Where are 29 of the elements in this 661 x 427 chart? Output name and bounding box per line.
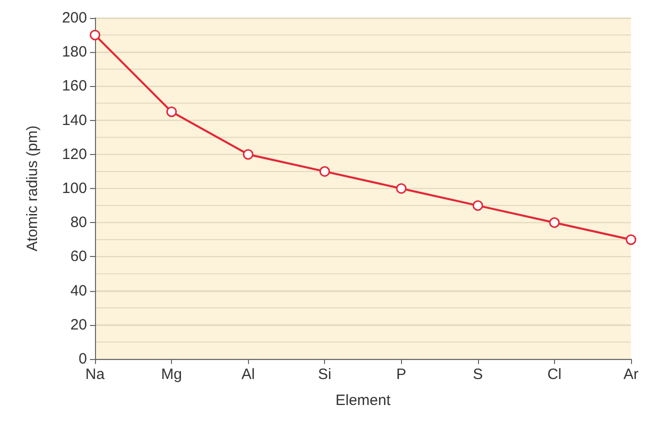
y-tick-label: 80 [70, 214, 87, 232]
x-tick-label: Na [85, 366, 106, 383]
x-tick-label: Al [241, 366, 255, 383]
y-tick-label: 100 [62, 180, 87, 197]
y-tick-label: 0 [78, 350, 87, 368]
x-tick-label: Ar [624, 366, 639, 383]
x-tick-label: Cl [547, 366, 562, 383]
x-tick-label: Si [318, 366, 332, 383]
point [319, 166, 330, 177]
point [472, 200, 484, 211]
x-tick-label: Mg [161, 366, 182, 383]
y-tick-label: 160 [62, 78, 87, 95]
y-axis-title: Atomic radius (pm) [24, 126, 41, 252]
point [242, 149, 254, 160]
y-tick-label: 200 [62, 10, 87, 26]
y-tick-label: 20 [70, 316, 87, 334]
y-tick-label: 60 [70, 248, 87, 266]
point [166, 106, 177, 118]
y-tick-label: 120 [62, 146, 87, 163]
point [396, 183, 407, 194]
x-axis-title: Element [335, 392, 392, 409]
y-tick-label: 40 [70, 282, 87, 300]
y-tick-label: 180 [62, 44, 87, 61]
point [90, 30, 100, 40]
x-tick-label: P [396, 366, 406, 383]
point [626, 234, 636, 245]
point [549, 217, 560, 228]
x-tick-label: S [472, 366, 483, 383]
y-tick-label: 140 [62, 112, 87, 129]
